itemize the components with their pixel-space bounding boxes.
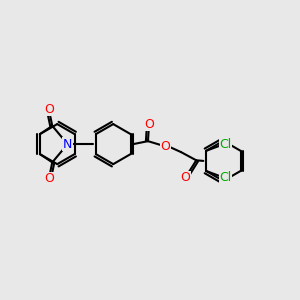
Text: O: O [44,103,54,116]
Text: O: O [44,172,54,185]
Text: O: O [180,172,190,184]
Text: N: N [63,138,72,151]
Text: Cl: Cl [219,138,232,151]
Text: Cl: Cl [219,171,232,184]
Text: O: O [144,118,154,130]
Text: O: O [161,140,171,153]
